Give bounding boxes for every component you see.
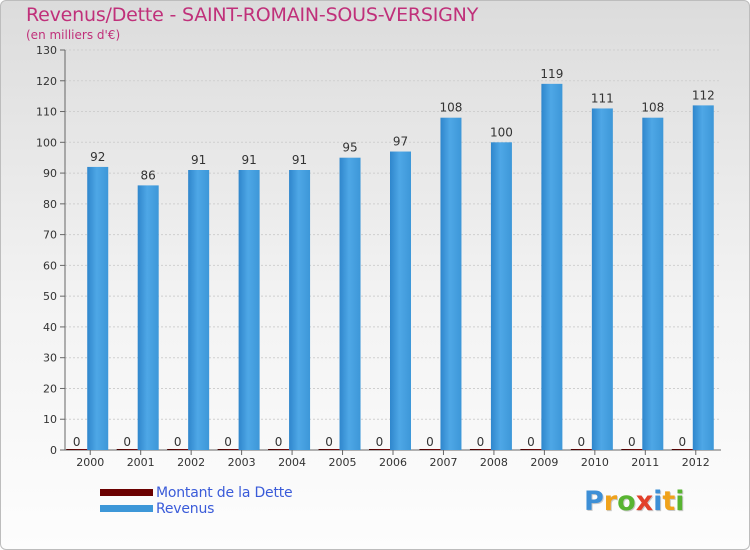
y-tick-label: 30 xyxy=(43,352,57,365)
bar-dette xyxy=(369,449,390,450)
bar-dette xyxy=(268,449,290,450)
data-label-revenus: 91 xyxy=(191,153,206,167)
data-label-dette: 0 xyxy=(224,435,232,449)
bar-revenus xyxy=(440,117,462,450)
data-label-dette: 0 xyxy=(73,435,81,449)
data-label-dette: 0 xyxy=(426,435,434,449)
bar-revenus xyxy=(541,83,563,450)
data-label-revenus: 108 xyxy=(440,101,463,115)
bar-revenus xyxy=(642,117,664,450)
data-label-revenus: 112 xyxy=(692,88,715,102)
data-label-dette: 0 xyxy=(376,435,384,449)
bar-revenus xyxy=(87,166,109,450)
logo-letter: i xyxy=(675,486,685,517)
data-label-dette: 0 xyxy=(527,435,535,449)
x-tick-label: 2001 xyxy=(127,456,155,469)
y-tick-label: 120 xyxy=(36,75,57,88)
bar-dette xyxy=(217,449,239,450)
bar-revenus xyxy=(137,185,159,450)
chart-title: Revenus/Dette - SAINT-ROMAIN-SOUS-VERSIG… xyxy=(26,4,479,26)
logo-letter: x xyxy=(635,486,654,517)
y-tick-label: 90 xyxy=(43,167,57,180)
data-label-revenus: 97 xyxy=(393,135,408,149)
y-tick-label: 60 xyxy=(43,259,57,272)
proxiti-logo: Proxiti xyxy=(584,486,685,517)
chart-subtitle: (en milliers d'€) xyxy=(26,28,121,42)
legend-swatch-dette xyxy=(100,489,153,496)
x-tick-label: 2011 xyxy=(631,456,659,469)
data-label-dette: 0 xyxy=(578,435,586,449)
x-tick-label: 2003 xyxy=(228,456,256,469)
data-label-dette: 0 xyxy=(477,435,485,449)
logo-letter: o xyxy=(617,486,636,517)
data-label-revenus: 95 xyxy=(342,141,357,155)
data-label-revenus: 108 xyxy=(641,101,664,115)
data-label-revenus: 111 xyxy=(591,91,614,105)
data-label-revenus: 92 xyxy=(90,150,105,164)
x-tick-label: 2005 xyxy=(329,456,357,469)
x-tick-label: 2000 xyxy=(76,456,104,469)
x-tick-label: 2006 xyxy=(379,456,407,469)
x-tick-label: 2002 xyxy=(177,456,205,469)
bar-revenus xyxy=(692,105,714,450)
bar-dette xyxy=(570,449,592,450)
y-tick-label: 70 xyxy=(43,229,57,242)
x-tick-label: 2009 xyxy=(530,456,558,469)
bar-revenus xyxy=(289,170,311,450)
data-label-revenus: 91 xyxy=(292,153,307,167)
bar-dette xyxy=(167,449,189,450)
logo-letter: i xyxy=(653,486,663,517)
bar-dette xyxy=(469,449,491,450)
bar-dette xyxy=(621,449,643,450)
bar-dette xyxy=(520,449,542,450)
bar-dette xyxy=(419,449,441,450)
y-tick-label: 40 xyxy=(43,321,57,334)
x-tick-label: 2012 xyxy=(682,456,710,469)
bar-revenus xyxy=(490,142,512,451)
y-tick-label: 0 xyxy=(50,444,57,457)
x-tick-label: 2007 xyxy=(429,456,457,469)
legend-swatch-revenus xyxy=(100,505,153,512)
x-tick-label: 2010 xyxy=(581,456,609,469)
bar-revenus xyxy=(390,151,411,451)
y-tick-label: 130 xyxy=(36,44,57,57)
y-tick-label: 80 xyxy=(43,198,57,211)
bar-dette xyxy=(116,449,138,450)
legend-label-dette: Montant de la Dette xyxy=(156,485,293,501)
y-tick-label: 100 xyxy=(36,136,57,149)
data-label-dette: 0 xyxy=(123,435,131,449)
bar-revenus xyxy=(339,157,361,450)
data-label-revenus: 91 xyxy=(241,153,256,167)
bar-revenus xyxy=(591,108,613,450)
data-label-dette: 0 xyxy=(174,435,182,449)
bar-dette xyxy=(66,449,88,450)
bar-revenus xyxy=(238,170,260,450)
y-tick-label: 20 xyxy=(43,382,57,395)
bar-dette xyxy=(671,449,693,450)
data-label-revenus: 86 xyxy=(141,168,156,182)
data-label-dette: 0 xyxy=(628,435,636,449)
legend-label-revenus: Revenus xyxy=(156,501,215,517)
data-label-revenus: 119 xyxy=(540,67,563,81)
y-tick-label: 50 xyxy=(43,290,57,303)
data-label-dette: 0 xyxy=(678,435,686,449)
data-label-dette: 0 xyxy=(325,435,333,449)
y-tick-label: 10 xyxy=(43,413,57,426)
data-label-dette: 0 xyxy=(275,435,283,449)
logo-letter: r xyxy=(603,486,618,517)
x-tick-label: 2004 xyxy=(278,456,306,469)
logo-letter: t xyxy=(662,486,676,517)
bar-revenus xyxy=(188,170,210,450)
bar-dette xyxy=(318,449,340,450)
x-tick-label: 2008 xyxy=(480,456,508,469)
data-label-revenus: 100 xyxy=(490,125,513,139)
logo-letter: P xyxy=(584,486,604,517)
y-tick-label: 110 xyxy=(36,106,57,119)
